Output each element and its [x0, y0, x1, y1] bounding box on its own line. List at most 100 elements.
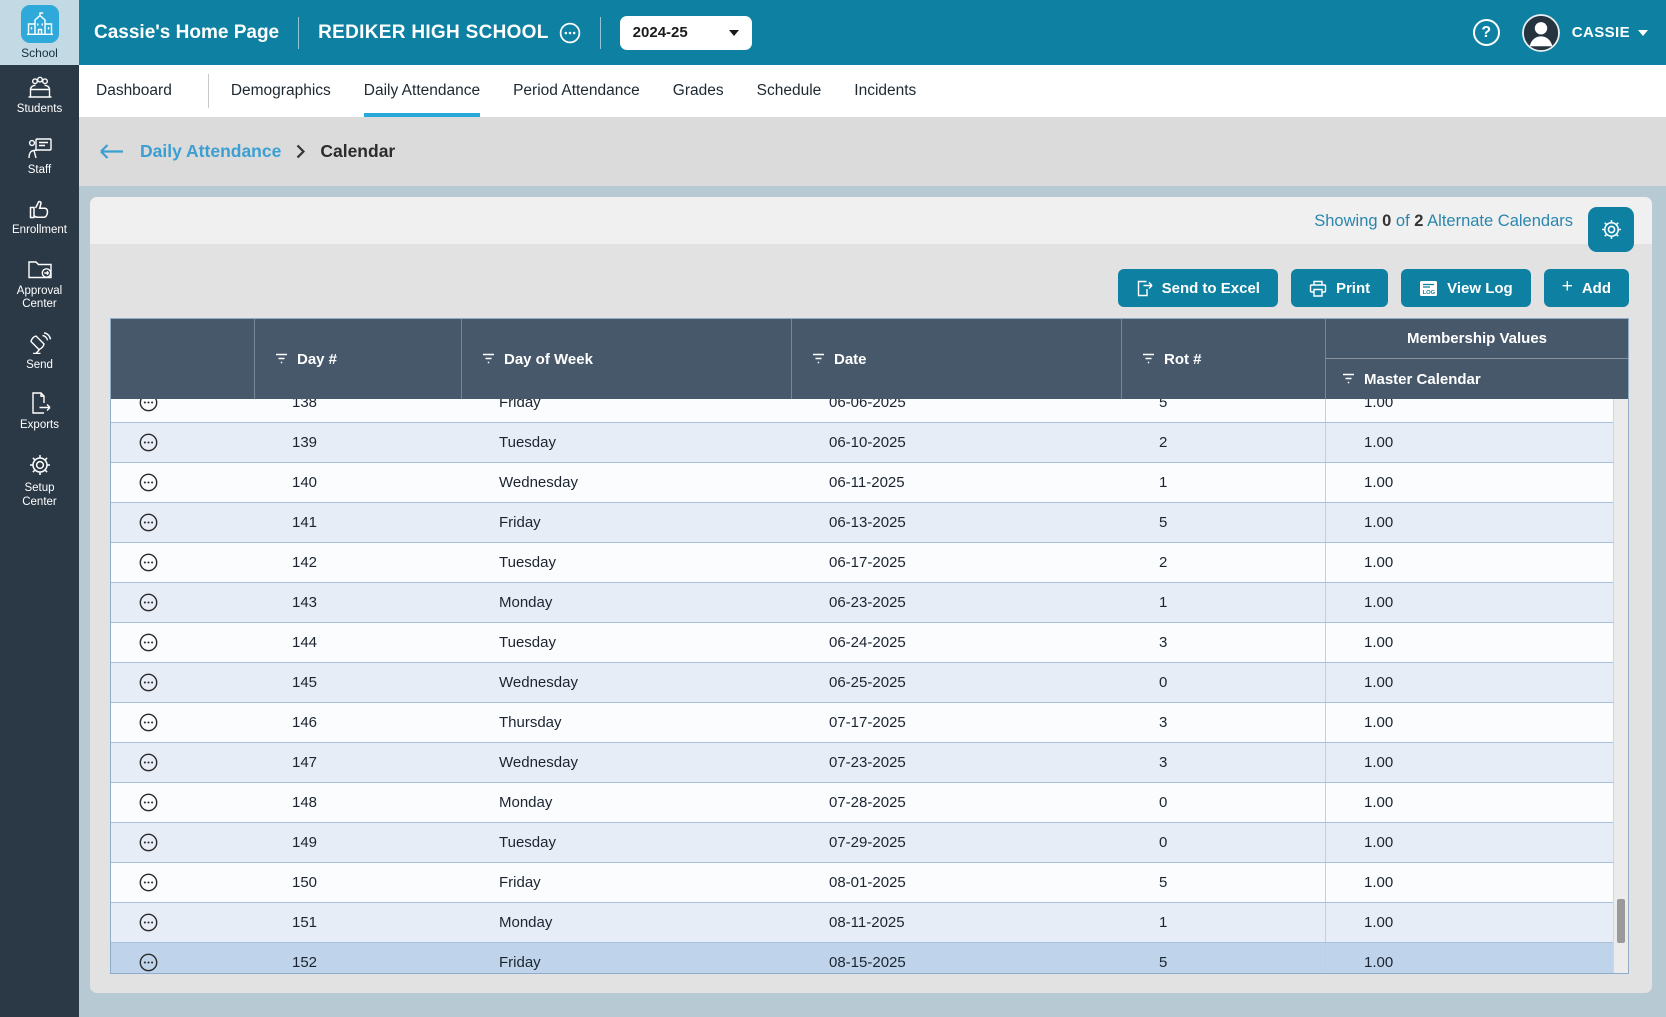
calendar-settings-button[interactable] [1588, 207, 1634, 252]
user-menu[interactable]: CASSIE [1571, 24, 1630, 41]
column-header-master-calendar[interactable]: Master Calendar [1326, 359, 1628, 399]
chevron-down-icon[interactable] [1638, 29, 1648, 36]
cell-date: 06-25-2025 [829, 674, 906, 691]
row-menu-ellipsis-icon[interactable] [139, 793, 158, 812]
row-menu-ellipsis-icon[interactable] [139, 473, 158, 492]
column-header-day-number[interactable]: Day # [254, 319, 461, 399]
table-row[interactable]: 149 Tuesday 07-29-2025 0 1.00 [111, 823, 1613, 863]
column-header-day-of-week[interactable]: Day of Week [461, 319, 791, 399]
table-row[interactable]: 144 Tuesday 06-24-2025 3 1.00 [111, 623, 1613, 663]
table-row[interactable]: 145 Wednesday 06-25-2025 0 1.00 [111, 663, 1613, 703]
column-label: Date [834, 350, 867, 368]
cell-rot-number: 0 [1159, 834, 1168, 851]
school-name: REDIKER HIGH SCHOOL [318, 22, 581, 44]
filter-icon[interactable] [482, 353, 495, 365]
table-rows: 138 Friday 06-06-2025 5 1.00 139 Tuesday… [111, 399, 1613, 973]
sidebar-item-label: Exports [20, 419, 59, 432]
cell-day-of-week: Wednesday [499, 674, 578, 691]
scrollbar-thumb[interactable] [1617, 899, 1625, 943]
svg-text:LOG: LOG [1423, 290, 1436, 296]
tab-daily-attendance[interactable]: Daily Attendance [363, 65, 481, 117]
home-page-link[interactable]: Cassie's Home Page [94, 21, 280, 43]
table-row[interactable]: 152 Friday 08-15-2025 5 1.00 [111, 943, 1613, 973]
excel-export-icon [1136, 280, 1153, 297]
tab-incidents[interactable]: Incidents [854, 82, 917, 99]
cell-day-number: 147 [292, 754, 318, 771]
breadcrumb-parent-link[interactable]: Daily Attendance [140, 141, 282, 161]
column-header-rot-number[interactable]: Rot # [1121, 319, 1325, 399]
vertical-scrollbar[interactable] [1613, 399, 1628, 973]
row-menu-ellipsis-icon[interactable] [139, 399, 158, 412]
table-row[interactable]: 148 Monday 07-28-2025 0 1.00 [111, 783, 1613, 823]
table-row[interactable]: 146 Thursday 07-17-2025 3 1.00 [111, 703, 1613, 743]
table-row[interactable]: 141 Friday 06-13-2025 5 1.00 [111, 503, 1613, 543]
school-menu-ellipsis-icon[interactable] [559, 22, 581, 44]
row-menu-ellipsis-icon[interactable] [139, 593, 158, 612]
sidebar-item-staff[interactable]: Staff [0, 126, 79, 187]
back-arrow-icon[interactable] [98, 143, 125, 160]
sidebar-item-exports[interactable]: Exports [0, 381, 79, 442]
table-row[interactable]: 139 Tuesday 06-10-2025 2 1.00 [111, 423, 1613, 463]
sidebar-item-school[interactable]: School [0, 0, 79, 65]
table-row[interactable]: 147 Wednesday 07-23-2025 3 1.00 [111, 743, 1613, 783]
table-row[interactable]: 140 Wednesday 06-11-2025 1 1.00 [111, 463, 1613, 503]
sidebar-item-enrollment[interactable]: Enrollment [0, 186, 79, 247]
sidebar-item-approval-center[interactable]: Approval Center [0, 247, 79, 321]
row-menu-ellipsis-icon[interactable] [139, 953, 158, 972]
row-menu-ellipsis-icon[interactable] [139, 833, 158, 852]
row-menu-cell [111, 873, 254, 892]
sidebar-item-setup-center[interactable]: Setup Center [0, 442, 79, 518]
table-header: Day # Day of Week [111, 319, 1628, 399]
table-row[interactable]: 151 Monday 08-11-2025 1 1.00 [111, 903, 1613, 943]
table-row[interactable]: 142 Tuesday 06-17-2025 2 1.00 [111, 543, 1613, 583]
table-row[interactable]: 150 Friday 08-01-2025 5 1.00 [111, 863, 1613, 903]
cell-day-number: 146 [292, 714, 318, 731]
row-menu-ellipsis-icon[interactable] [139, 673, 158, 692]
sidebar-item-send[interactable]: Send [0, 321, 79, 382]
filter-icon[interactable] [812, 353, 825, 365]
cell-master-calendar-value: 1.00 [1325, 503, 1613, 542]
cell-day-of-week: Wednesday [499, 474, 578, 491]
help-icon[interactable]: ? [1472, 19, 1500, 46]
tab-demographics[interactable]: Demographics [230, 82, 331, 99]
view-log-button[interactable]: LOG View Log [1401, 269, 1531, 307]
row-menu-ellipsis-icon[interactable] [139, 913, 158, 932]
cell-master-calendar-value: 1.00 [1325, 823, 1613, 862]
tab-grades[interactable]: Grades [672, 82, 724, 99]
send-to-excel-button[interactable]: Send to Excel [1117, 269, 1278, 307]
avatar[interactable] [1521, 13, 1560, 52]
add-button[interactable]: + Add [1543, 269, 1629, 307]
row-menu-ellipsis-icon[interactable] [139, 433, 158, 452]
send-icon [28, 331, 52, 354]
sidebar: School Students Staff [0, 0, 79, 1017]
sidebar-item-label: Students [16, 103, 63, 115]
row-menu-ellipsis-icon[interactable] [139, 753, 158, 772]
filter-icon[interactable] [275, 353, 288, 365]
filter-icon[interactable] [1142, 353, 1155, 365]
tab-period-attendance[interactable]: Period Attendance [513, 82, 640, 99]
filter-icon[interactable] [1342, 373, 1355, 385]
row-menu-ellipsis-icon[interactable] [139, 553, 158, 572]
school-year-select[interactable]: 2024-25 [619, 15, 752, 50]
print-button[interactable]: Print [1290, 269, 1389, 307]
row-menu-cell [111, 473, 254, 492]
row-menu-ellipsis-icon[interactable] [139, 513, 158, 532]
cell-date: 08-11-2025 [829, 914, 905, 931]
cell-day-number: 152 [292, 954, 318, 971]
tab-dashboard[interactable]: Dashboard [96, 82, 172, 99]
table-row[interactable]: 143 Monday 06-23-2025 1 1.00 [111, 583, 1613, 623]
sidebar-item-label: Enrollment [12, 224, 67, 237]
cell-master-calendar-value: 1.00 [1325, 703, 1613, 742]
row-menu-ellipsis-icon[interactable] [139, 633, 158, 652]
row-menu-ellipsis-icon[interactable] [139, 873, 158, 892]
column-header-date[interactable]: Date [791, 319, 1121, 399]
section-tabs: Dashboard Demographics Daily Attendance … [79, 65, 1666, 117]
row-menu-ellipsis-icon[interactable] [139, 713, 158, 732]
table-row[interactable]: 138 Friday 06-06-2025 5 1.00 [111, 399, 1613, 423]
tab-schedule[interactable]: Schedule [756, 82, 822, 99]
gear-icon [1600, 218, 1623, 241]
sidebar-item-students[interactable]: Students [0, 65, 79, 126]
cell-master-calendar-value: 1.00 [1325, 743, 1613, 782]
cell-rot-number: 5 [1159, 874, 1168, 891]
